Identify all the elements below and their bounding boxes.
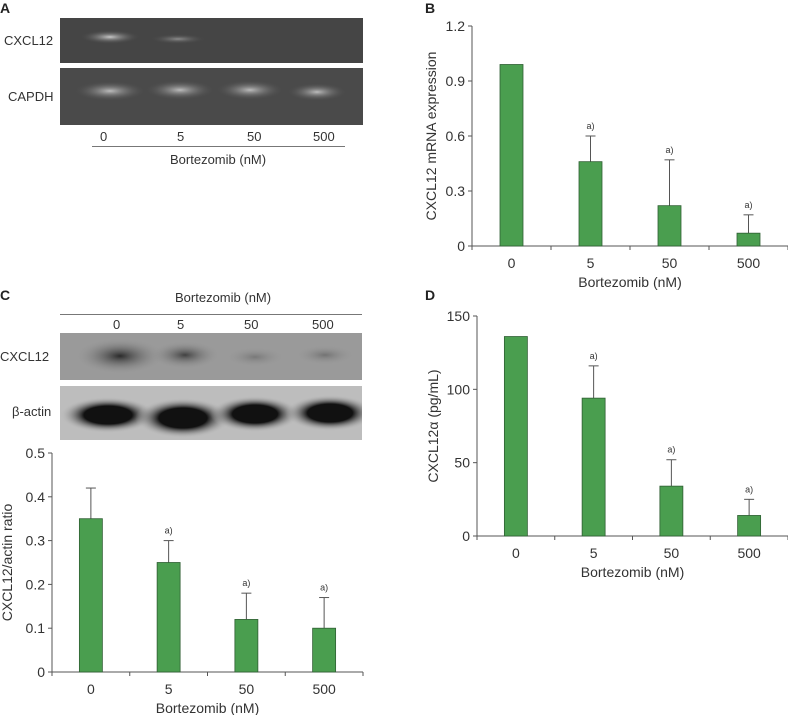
- blot-c-bracket-line: [60, 314, 362, 315]
- chart-d-significance-label: a): [745, 484, 753, 494]
- chart-c-significance-label: a): [320, 583, 328, 593]
- chart-c-x-tick-label: 0: [87, 681, 95, 697]
- chart-d-y-tick-label: 0: [462, 528, 470, 544]
- blot-a-lane-label: 500: [313, 129, 335, 144]
- chart-b-y-tick-label: 0.3: [446, 183, 466, 199]
- chart-b-y-tick-label: 0.9: [446, 73, 466, 89]
- panel-c-label: C: [0, 287, 11, 303]
- blot-c-lane-label: 5: [177, 317, 185, 332]
- chart-d-x-tick-label: 5: [590, 545, 598, 561]
- chart-b-significance-label: a): [744, 200, 752, 210]
- chart-c-x-tick-label: 500: [312, 681, 336, 697]
- chart-b-bar-500: [736, 232, 761, 247]
- blot-a-cxcl12-image: [60, 18, 363, 63]
- chart-d-bar-500: [737, 515, 762, 537]
- chart-c-y-tick-label: 0.3: [26, 533, 46, 549]
- chart-b-y-tick-label: 1.2: [446, 18, 466, 34]
- chart-c-y-tick-label: 0.4: [26, 489, 46, 505]
- chart-d-significance-label: a): [590, 351, 598, 361]
- chart-c-x-tick-label: 5: [165, 681, 173, 697]
- chart-b-x-tick-label: 500: [737, 255, 761, 271]
- chart-c-x-tick-label: 50: [239, 681, 255, 697]
- chart-b-significance-label: a): [586, 121, 594, 131]
- chart-c-significance-label: a): [242, 578, 250, 588]
- chart-c-bar-5: [156, 562, 181, 673]
- chart-d-significance-label: a): [667, 445, 675, 455]
- chart-d-x-tick-label: 50: [664, 545, 680, 561]
- chart-d-y-tick-label: 50: [454, 455, 470, 471]
- chart-d-y-axis-label: CXCL12α (pg/mL): [425, 369, 441, 482]
- blot-c-lane-label: 50: [244, 317, 259, 332]
- chart-b-x-axis-label: Bortezomib (nM): [578, 274, 681, 290]
- blot-a-bracket-line: [92, 146, 345, 147]
- chart-c-y-axis-label: CXCL12/actin ratio: [0, 504, 15, 622]
- chart-b-y-tick-label: 0: [457, 238, 465, 254]
- blot-c-xlabel: Bortezomib (nM): [175, 290, 272, 305]
- blot-c-lane-label: 500: [312, 317, 334, 332]
- blot-a-lane-label: 5: [177, 129, 185, 144]
- chart-b-bar-5: [578, 161, 603, 247]
- chart-c-significance-label: a): [165, 526, 173, 536]
- chart-d-bar-0: [503, 336, 528, 537]
- chart-b-x-tick-label: 5: [587, 255, 595, 271]
- chart-d-x-tick-label: 500: [737, 545, 761, 561]
- chart-c-bar-0: [78, 518, 103, 673]
- chart-c-y-tick-label: 0.1: [26, 620, 46, 636]
- chart-c-bar-500: [312, 627, 337, 673]
- chart-d-x-axis-label: Bortezomib (nM): [581, 564, 684, 580]
- chart-d-y-tick-label: 100: [447, 381, 471, 397]
- panel-d-label: D: [425, 287, 436, 303]
- chart-c-y-tick-label: 0.2: [26, 576, 46, 592]
- chart-d-y-tick-label: 150: [447, 308, 471, 324]
- chart-b-y-axis-label: CXCL12 mRNA expression: [423, 52, 439, 221]
- chart-b-x-tick-label: 50: [662, 255, 678, 271]
- chart-c-y-tick-label: 0.5: [26, 445, 46, 461]
- chart-c-bar-50: [234, 619, 259, 673]
- blot-a-lane-label: 50: [247, 129, 262, 144]
- chart-d-bar-5: [581, 397, 606, 537]
- chart-b-significance-label: a): [665, 145, 673, 155]
- chart-b-bar-0: [499, 64, 524, 247]
- blot-a-capdh-image: [60, 68, 363, 125]
- chart-c-x-axis-label: Bortezomib (nM): [156, 700, 259, 715]
- blot-a-xlabel: Bortezomib (nM): [170, 152, 267, 167]
- blot-a-row-label-capdh: CAPDH: [8, 89, 54, 104]
- blot-a-row-label-cxcl12: CXCL12: [4, 33, 54, 48]
- blot-c-actin-image: [60, 386, 362, 440]
- blot-c-row-label-actin: β-actin: [12, 404, 52, 419]
- chart-b-bar-50: [657, 205, 682, 247]
- chart-d-bar-50: [659, 485, 684, 537]
- chart-c-y-tick-label: 0: [37, 664, 45, 680]
- chart-b-x-tick-label: 0: [508, 255, 516, 271]
- panel-a-label: A: [0, 0, 11, 16]
- blot-c-lane-label: 0: [113, 317, 121, 332]
- blot-a-lane-label: 0: [100, 129, 108, 144]
- chart-d-x-tick-label: 0: [512, 545, 520, 561]
- blot-c-cxcl12-image: [60, 333, 362, 380]
- chart-b-y-tick-label: 0.6: [446, 128, 466, 144]
- blot-c-row-label-cxcl12: CXCL12: [0, 349, 50, 364]
- panel-b-label: B: [425, 0, 436, 16]
